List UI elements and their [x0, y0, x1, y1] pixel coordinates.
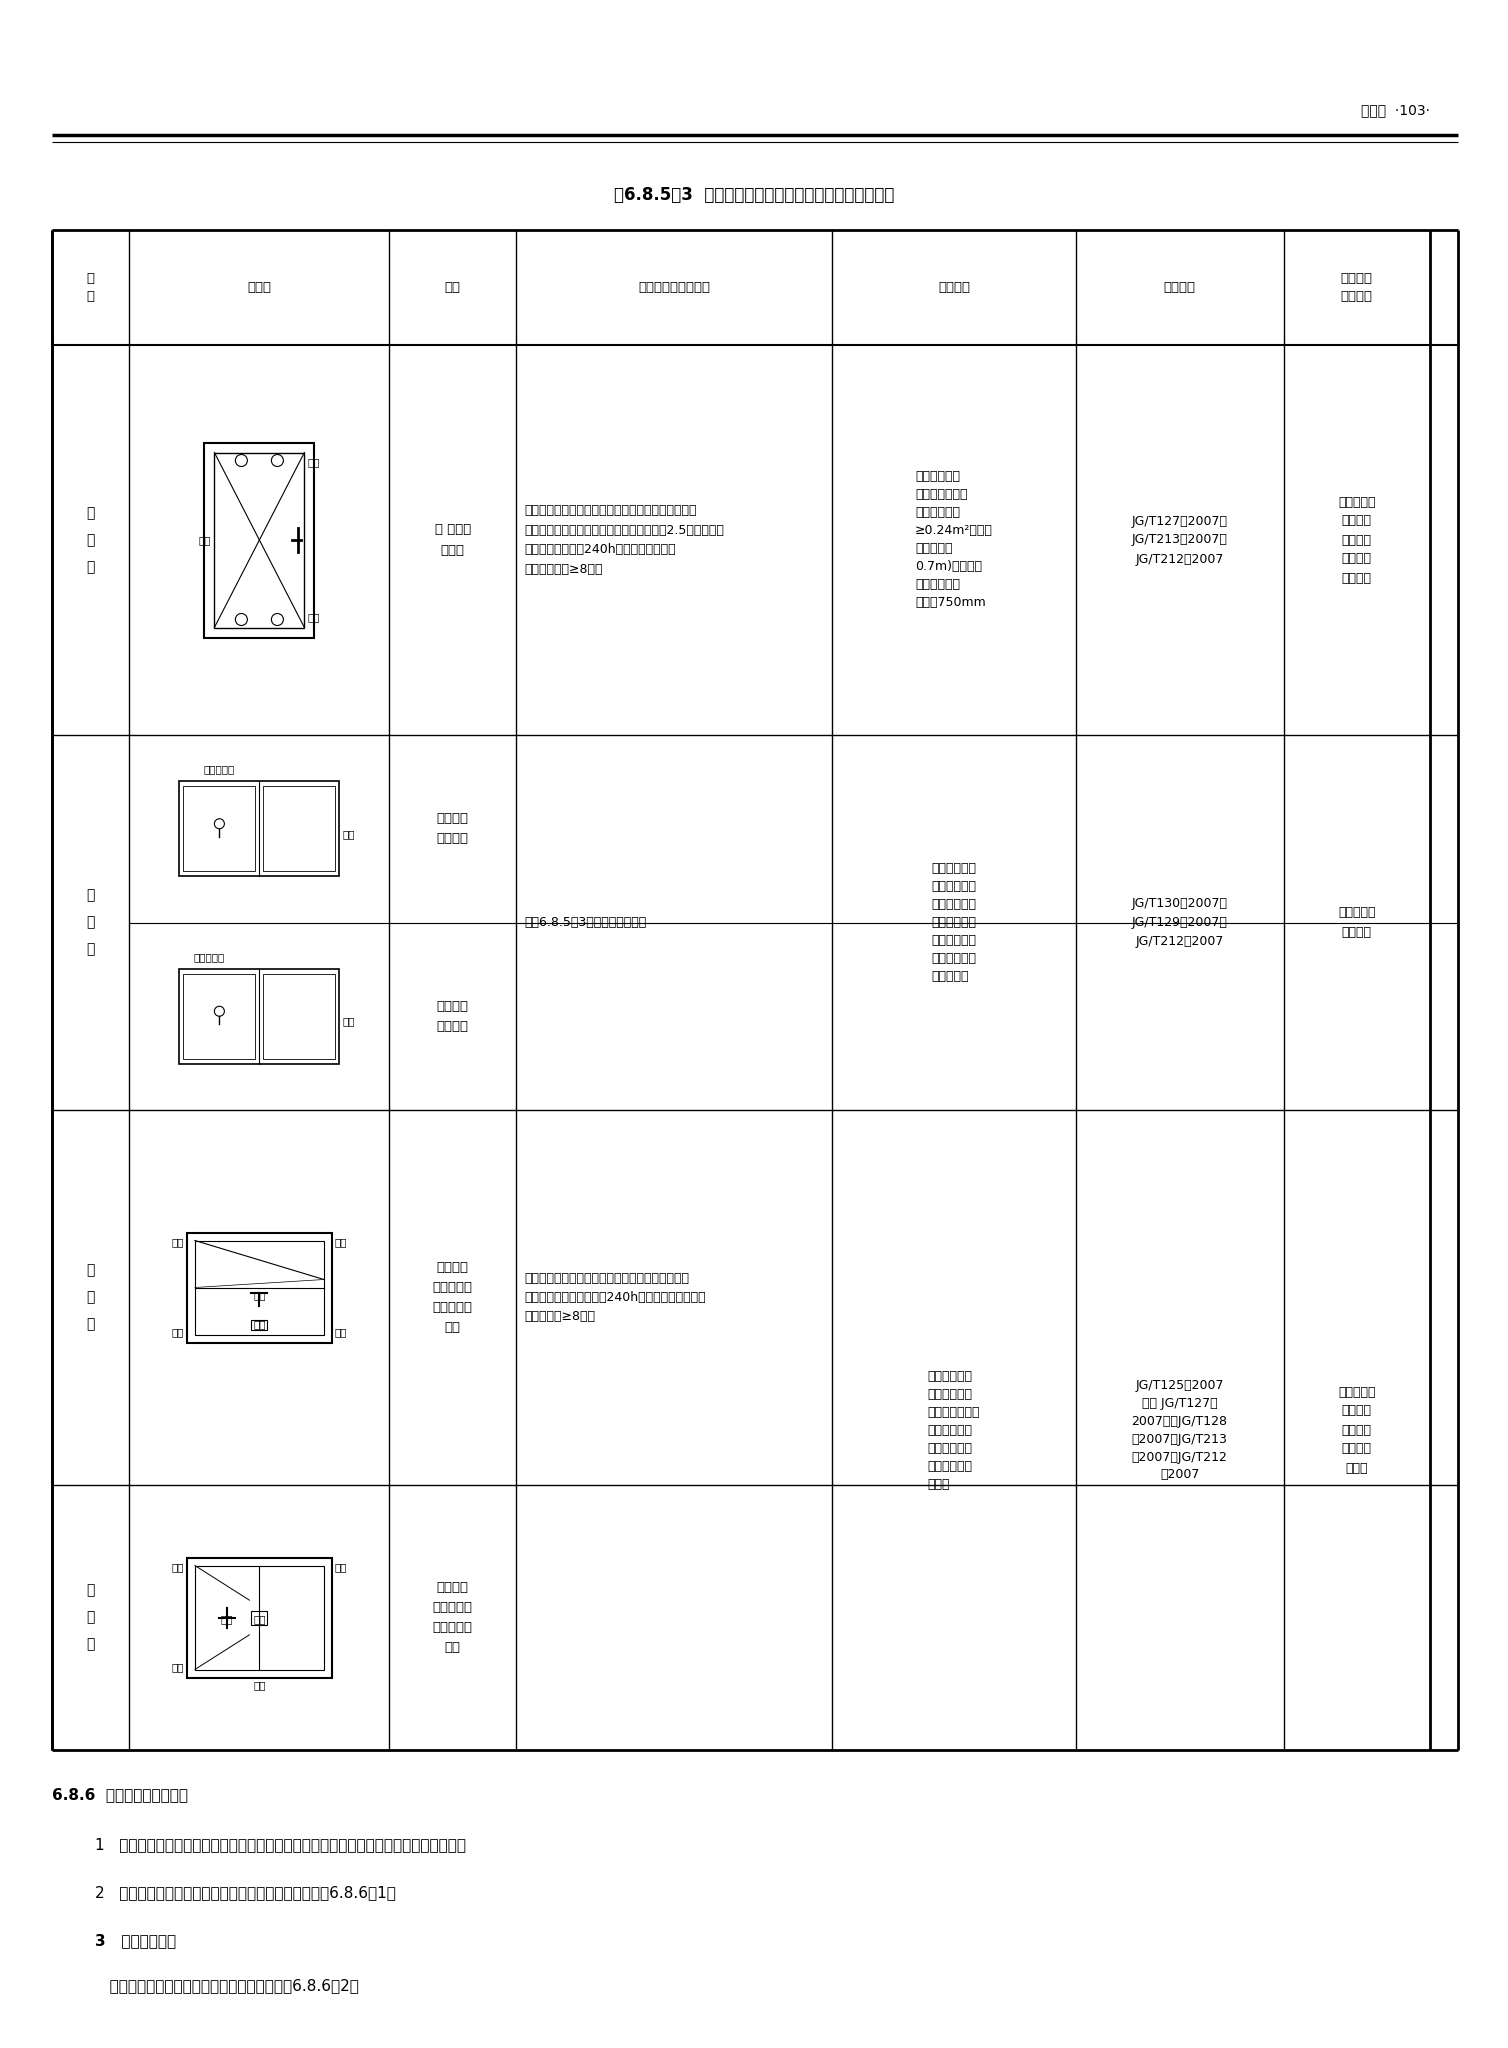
Text: 锁座: 锁座	[253, 1614, 265, 1624]
Text: 此配置仅能实
现单点锁闭，适
用于窗扇面积
≥0.24m²（扇对
角线不超过
0.7m)的小尺寸
平开窗。且扇
宽度＜750mm: 此配置仅能实 现单点锁闭，适 用于窗扇面积 ≥0.24m²（扇对 角线不超过 0…	[915, 471, 992, 610]
Bar	[195, 1241, 324, 1335]
Text: 电动排烟天窗配置、性能特点及适用范围见表6.8.6－2。: 电动排烟天窗配置、性能特点及适用范围见表6.8.6－2。	[95, 1978, 359, 1993]
Text: 执手: 执手	[199, 535, 211, 545]
Bar	[214, 453, 305, 627]
Text: 使用寿命、
承载重量
及适用扇
的宽高比
极限范围: 使用寿命、 承载重量 及适用扇 的宽高比 极限范围	[1338, 496, 1375, 584]
Text: 表6.8.5－3  低档窗用五金件配置、性能特点及适用范围: 表6.8.5－3 低档窗用五金件配置、性能特点及适用范围	[614, 186, 894, 205]
Text: JG/T130－2007，
JG/T129－2007，
JG/T212－2007: JG/T130－2007， JG/T129－2007， JG/T212－2007	[1131, 897, 1228, 948]
Text: 适用于对窗的
物理性能要求
不高的中悬窗、
立悬窗。适用
于对采光和空
气流通有要求
的场所: 适用于对窗的 物理性能要求 不高的中悬窗、 立悬窗。适用 于对采光和空 气流通有…	[927, 1370, 980, 1491]
Text: 单点锁闭器: 单点锁闭器	[193, 952, 225, 963]
Bar	[252, 1610, 267, 1624]
Bar	[179, 969, 339, 1063]
Bar	[195, 1565, 324, 1669]
Bar	[184, 973, 255, 1059]
Text: 撑挡: 撑挡	[335, 1563, 347, 1573]
Text: 单点锁闭
器、滑轮: 单点锁闭 器、滑轮	[437, 999, 469, 1032]
Bar	[264, 786, 335, 870]
Text: 撑挡: 撑挡	[172, 1663, 184, 1673]
Bar	[187, 1233, 332, 1343]
Text: 滑撑: 滑撑	[308, 457, 320, 467]
Text: 示意图: 示意图	[247, 281, 271, 295]
Text: 执手: 执手	[220, 1614, 234, 1624]
Text: 3   电动排烟天窗: 3 电动排烟天窗	[95, 1933, 176, 1948]
Text: 性能特点及设计要点: 性能特点及设计要点	[638, 281, 710, 295]
Text: 执行标准: 执行标准	[1164, 281, 1196, 295]
Bar	[205, 442, 314, 637]
Bar	[252, 1319, 267, 1329]
Text: 推
拉
窗: 推 拉 窗	[86, 889, 95, 956]
Text: 使用寿命、
承载重量: 使用寿命、 承载重量	[1338, 907, 1375, 938]
Text: 合页或滑
撑、撑挡、
限位装置、
执手: 合页或滑 撑、撑挡、 限位装置、 执手	[433, 1581, 472, 1655]
Text: JG/T125－2007
（或 JG/T127－
2007），JG/T128
－2007，JG/T213
－2007，JG/T212
－2007: JG/T125－2007 （或 JG/T127－ 2007），JG/T128 －…	[1131, 1378, 1228, 1481]
Text: 此配置只能实现单点锁闭，完成单一平开启闭、通风
功能。五金件（滑撑、旋压执手）使用寿命2.5万次以上。
碳素锂镀锌层表面240h以上不出现红锈蚀
点（保护等级≥: 此配置只能实现单点锁闭，完成单一平开启闭、通风 功能。五金件（滑撑、旋压执手）使…	[523, 504, 724, 575]
Text: 门和窗  ·103·: 门和窗 ·103·	[1362, 102, 1430, 117]
Text: JG/T127－2007，
JG/T213－2007，
JG/T212－2007: JG/T127－2007， JG/T213－2007， JG/T212－2007	[1131, 514, 1228, 565]
Bar	[264, 973, 335, 1059]
Text: 滑轮: 滑轮	[342, 1016, 354, 1026]
Text: 排挡: 排挡	[172, 1327, 184, 1337]
Text: 使用寿命、
承载重量
及窗扇开
启最大极
限距离: 使用寿命、 承载重量 及窗扇开 启最大极 限距离	[1338, 1386, 1375, 1475]
Text: 适用范围: 适用范围	[938, 281, 970, 295]
Text: 合页: 合页	[172, 1237, 184, 1247]
Text: 合页: 合页	[253, 1681, 265, 1690]
Text: 合页或滑
撑、撑挡、
限位装置、
执手: 合页或滑 撑、撑挡、 限位装置、 执手	[433, 1262, 472, 1333]
Text: 五金件配置简单，能改变室外空气进入室内的流通
方向。碳素锂镀锌层表面240h以上不出现红锈蚀点
（保护等级≥8级）: 五金件配置简单，能改变室外空气进入室内的流通 方向。碳素锂镀锌层表面240h以上…	[523, 1272, 706, 1323]
Text: 锁座: 锁座	[253, 1319, 265, 1329]
Text: 1   特殊类型窗用五金包括了插把平开窗五金件、提拉窗五金件、电动排烟天窗用五金件。: 1 特殊类型窗用五金包括了插把平开窗五金件、提拉窗五金件、电动排烟天窗用五金件。	[95, 1837, 466, 1853]
Text: 单点锁闭
器、滑轮: 单点锁闭 器、滑轮	[437, 813, 469, 846]
Text: 滑 撑、旋
压执手: 滑 撑、旋 压执手	[434, 522, 470, 557]
Text: 见表6.8.5－3中推拉窗相关内容: 见表6.8.5－3中推拉窗相关内容	[523, 915, 647, 930]
Text: 2   特殊类型窗用五金件配置、性能特点及适用范围见表6.8.6－1。: 2 特殊类型窗用五金件配置、性能特点及适用范围见表6.8.6－1。	[95, 1886, 397, 1901]
Text: 执手: 执手	[253, 1290, 265, 1300]
Text: 中
悬
窗: 中 悬 窗	[86, 1264, 95, 1331]
Text: 此两种配置只
能实现单点锁
闭，由于价格
经济，是目前
市场上普通推
拉窗最常见的
五金件配置: 此两种配置只 能实现单点锁 闭，由于价格 经济，是目前 市场上普通推 拉窗最常见…	[932, 862, 977, 983]
Bar	[179, 780, 339, 877]
Bar	[184, 786, 255, 870]
Text: 平
开
窗: 平 开 窗	[86, 506, 95, 573]
Text: 排挡: 排挡	[335, 1327, 347, 1337]
Text: 滑轮: 滑轮	[342, 829, 354, 840]
Text: 6.8.6  特殊类型窗用五金件: 6.8.6 特殊类型窗用五金件	[51, 1788, 188, 1802]
Bar	[187, 1556, 332, 1677]
Text: 立
悬
窗: 立 悬 窗	[86, 1583, 95, 1651]
Text: 配置: 配置	[445, 281, 461, 295]
Text: 合页: 合页	[335, 1237, 347, 1247]
Text: 分
类: 分 类	[86, 272, 95, 303]
Text: 单点锁闭器: 单点锁闭器	[204, 764, 235, 774]
Text: 应重点关
注的指标: 应重点关 注的指标	[1341, 272, 1372, 303]
Text: 滑撑: 滑撑	[308, 612, 320, 623]
Text: 合页: 合页	[172, 1563, 184, 1573]
